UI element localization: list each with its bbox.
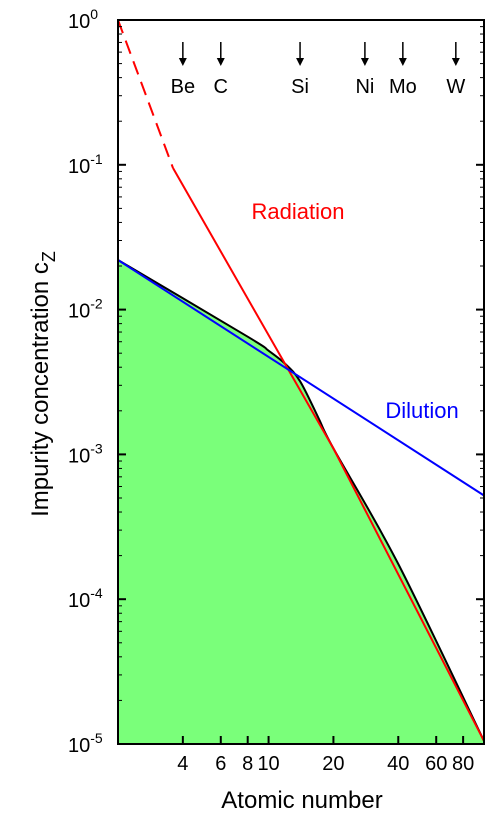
element-label: W (446, 76, 465, 98)
series-layer (117, 19, 485, 742)
y-tick-label: 10-3 (68, 440, 103, 467)
y-tick-label-base: 10 (68, 590, 90, 612)
plot-area (118, 260, 484, 744)
x-axis-label: Atomic number (221, 787, 382, 814)
y-axis-label-main: Impurity concentration c (27, 262, 54, 517)
envelope-curve (117, 259, 485, 742)
element-label: Mo (389, 76, 417, 98)
x-tick-label: 10 (257, 753, 279, 775)
plot-frame (117, 19, 485, 745)
x-tick-label: 40 (387, 753, 409, 775)
x-tick-label: 20 (322, 753, 344, 775)
element-marker-si: Si (291, 42, 309, 98)
x-tick-label: 60 (425, 753, 447, 775)
radiation-line (172, 167, 485, 742)
element-arrow-head (398, 58, 407, 66)
y-axis-label-subscript: Z (39, 251, 59, 262)
y-tick-label-exponent: 0 (90, 6, 98, 22)
y-tick-label-exponent: -3 (90, 440, 103, 456)
y-tick-label-base: 10 (68, 301, 90, 323)
y-tick-label: 10-5 (68, 730, 103, 757)
y-tick-label-base: 10 (68, 445, 90, 467)
y-tick-label-exponent: -5 (90, 730, 103, 746)
x-tick-label: 8 (242, 753, 253, 775)
dilution-line (117, 259, 485, 497)
element-arrow-head (216, 58, 225, 66)
radiation-label: Radiation (252, 199, 345, 224)
radiation-line-dashed (117, 19, 174, 169)
element-marker-ni: Ni (355, 42, 374, 98)
element-marker-be: Be (171, 42, 195, 98)
x-tick-label: 4 (177, 753, 188, 775)
y-tick-label: 10-4 (68, 585, 103, 612)
y-tick-label-exponent: -4 (90, 585, 103, 601)
y-tick-label-base: 10 (68, 11, 90, 33)
element-arrow-head (296, 58, 305, 66)
y-axis-label: Impurity concentration cZ (27, 251, 59, 517)
element-arrow-head (360, 58, 369, 66)
x-tick-label: 80 (452, 753, 474, 775)
y-tick-label-base: 10 (68, 735, 90, 757)
y-tick-label: 10-1 (68, 151, 103, 178)
element-marker-c: C (214, 42, 228, 98)
y-tick-label-exponent: -2 (90, 296, 103, 312)
y-tick-label-exponent: -1 (90, 151, 103, 167)
element-label: Si (291, 76, 309, 98)
annotations: Radiation Dilution (252, 199, 459, 423)
allowed-region-fill (118, 260, 484, 744)
element-label: C (214, 76, 228, 98)
element-arrow-head (178, 58, 187, 66)
x-tick-label: 6 (215, 753, 226, 775)
element-markers: Be C Si Ni Mo W (171, 42, 465, 98)
element-marker-w: W (446, 42, 465, 98)
element-marker-mo: Mo (389, 42, 417, 98)
element-label: Be (171, 76, 195, 98)
frame-layer (117, 19, 485, 745)
element-arrow-head (451, 58, 460, 66)
element-label: Ni (355, 76, 374, 98)
dilution-label: Dilution (385, 398, 458, 423)
y-tick-label: 10-2 (68, 296, 103, 323)
y-tick-label-base: 10 (68, 156, 90, 178)
y-tick-label: 100 (68, 6, 98, 33)
